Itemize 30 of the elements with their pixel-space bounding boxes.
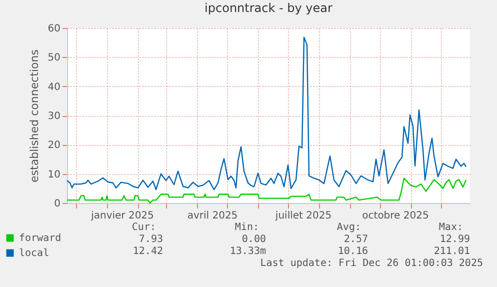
line-series bbox=[66, 36, 467, 190]
x-tick-label: juillet 2025 bbox=[274, 210, 332, 222]
text: 10.16 bbox=[338, 246, 368, 257]
text: Avg: bbox=[336, 222, 361, 233]
text: 7.93 bbox=[138, 234, 163, 245]
text: 13.33m bbox=[230, 246, 266, 257]
y-tick-label: 10 bbox=[48, 169, 60, 180]
text: Min: bbox=[234, 222, 259, 233]
y-axis-title: established connections bbox=[28, 49, 41, 182]
text: Max: bbox=[438, 222, 463, 233]
x-tick-label: octobre 2025 bbox=[362, 210, 429, 222]
chart-title: ipconntrack - by year bbox=[204, 1, 333, 15]
y-tick-label: 0 bbox=[54, 198, 60, 210]
text: 12.99 bbox=[440, 234, 470, 245]
text: 211.01 bbox=[434, 246, 470, 257]
text: Last update: Fri Dec 26 01:00:03 2025 bbox=[260, 258, 483, 269]
y-tick-label: 30 bbox=[48, 111, 60, 122]
x-tick-label: janvier 2025 bbox=[90, 210, 154, 222]
text: Cur: bbox=[132, 222, 156, 233]
y-tick-label: 50 bbox=[48, 52, 60, 64]
text: 0.00 bbox=[242, 234, 266, 245]
legend-label: local bbox=[19, 248, 50, 259]
y-tick-label: 40 bbox=[48, 82, 60, 93]
text: 2.57 bbox=[344, 234, 368, 245]
y-tick-label: 60 bbox=[48, 24, 60, 34]
legend-label: forward bbox=[19, 233, 62, 244]
text: 12.42 bbox=[132, 246, 163, 257]
y-tick-label: 20 bbox=[48, 140, 60, 152]
line-series bbox=[66, 178, 467, 204]
x-tick-label: avril 2025 bbox=[187, 210, 238, 222]
